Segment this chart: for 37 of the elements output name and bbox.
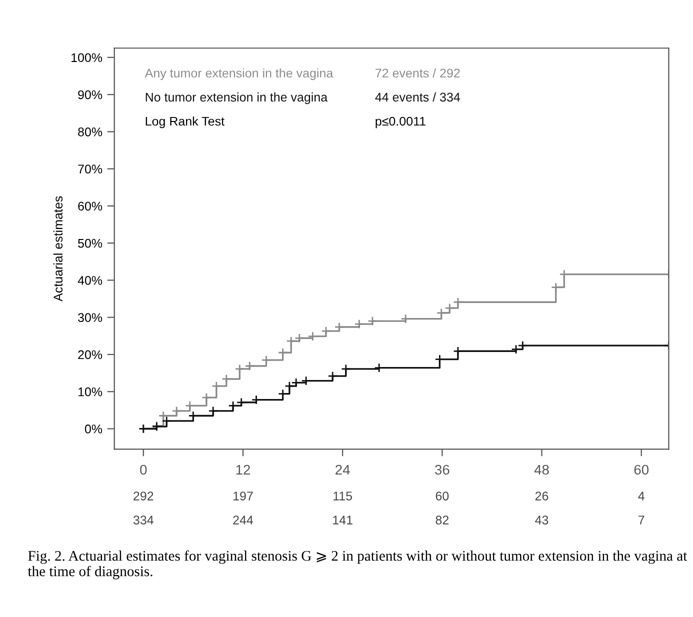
y-axis-title: Actuarial estimates	[53, 196, 63, 302]
y-tick-label: 60%	[78, 202, 102, 211]
text: 4	[638, 492, 644, 500]
text: Any tumor extension in the vagina	[144, 68, 334, 80]
text: 141	[333, 516, 352, 524]
y-tick-label: 90%	[78, 90, 102, 100]
text: 292	[134, 492, 154, 500]
y-tick-label: 10%	[78, 387, 102, 396]
annotation: 44 events / 334	[375, 92, 460, 102]
text: 197	[234, 492, 253, 500]
annotation: 72 events / 292	[376, 68, 460, 78]
y-tick-label: 100%	[72, 53, 102, 62]
text: 60	[436, 492, 449, 500]
text: 26	[535, 492, 548, 500]
x-tick-label: 0	[140, 464, 147, 475]
y-tick-label: 40%	[78, 276, 102, 285]
text: 334	[133, 516, 154, 524]
caption: Fig. 2. Actuarial estimates for vaginal stenosis G ⩾ 2 in patients with or without tumor extension in the vagina at the time of diagnosis.	[28, 550, 688, 580]
y-tick-label: 20%	[78, 350, 102, 360]
x-tick-label: 48	[534, 464, 549, 475]
text: No tumor extension in the vagina	[146, 92, 328, 104]
x-tick-label: 36	[434, 464, 450, 475]
text: 7	[638, 516, 644, 524]
x-tick-label: 12	[236, 464, 250, 475]
y-tick-label: 80%	[78, 127, 102, 136]
text: 244	[233, 516, 254, 524]
y-tick-label: 50%	[78, 238, 102, 248]
x-tick-label: 60	[634, 464, 649, 475]
annotation: Log Rank Test	[146, 116, 224, 128]
text: 82	[436, 516, 448, 524]
y-tick-label: 0%	[84, 424, 102, 434]
annotation: p≤0.0011	[376, 116, 426, 128]
text: 115	[334, 492, 352, 500]
y-tick-label: 30%	[78, 313, 102, 322]
y-tick-label: 70%	[78, 164, 102, 174]
text: 43	[535, 516, 548, 524]
x-tick-label: 24	[336, 464, 350, 475]
